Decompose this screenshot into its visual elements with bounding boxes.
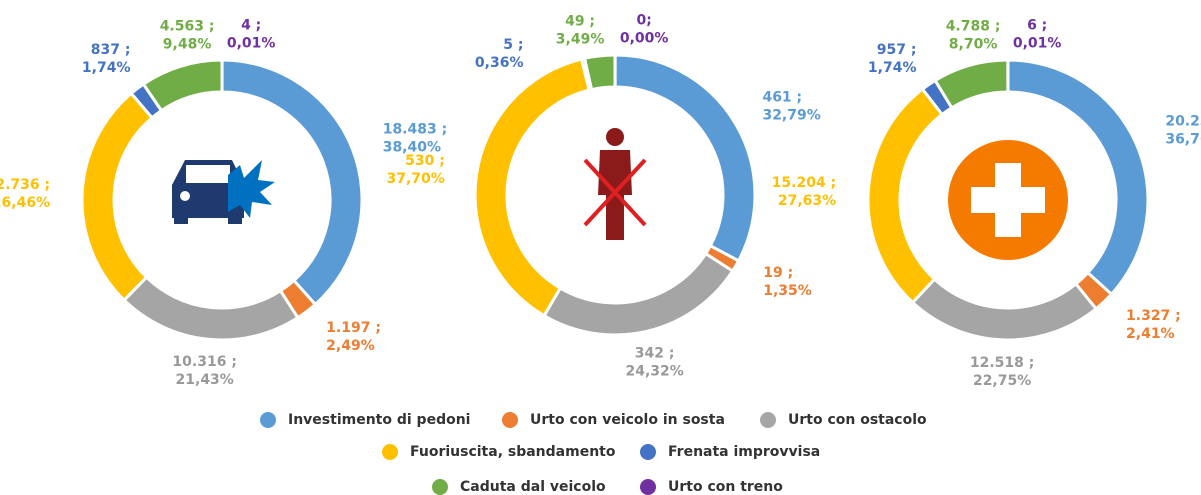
value-label: 4 ;	[241, 18, 261, 34]
donut: 461 ; 32,79% 19 ; 1,35% 342 ; 24,32% 530 ; 37,7…	[386, 13, 820, 380]
percent-label: 36,76%	[1165, 132, 1201, 148]
legend-label: Caduta dal veicolo	[460, 479, 606, 495]
legend-swatch	[760, 412, 776, 428]
legend-label: Urto con ostacolo	[788, 412, 927, 428]
percent-label: 21,43%	[176, 372, 234, 388]
legend-label: Investimento di pedoni	[288, 412, 470, 428]
value-label: 957 ;	[877, 42, 917, 58]
percent-label: 38,40%	[383, 140, 441, 156]
donut-slice	[473, 57, 592, 318]
value-label: 342 ;	[635, 345, 675, 361]
donut-slice	[80, 91, 155, 303]
value-label: 1.327 ;	[1126, 308, 1181, 324]
donut: 20.231 ; 36,76% 1.327 ; 2,41% 12.518 ; 22,75%…	[772, 18, 1201, 389]
value-label: 5 ;	[503, 37, 523, 53]
legend-swatch	[432, 479, 448, 495]
value-label: 6 ;	[1027, 18, 1047, 34]
donut: 18.483 ; 38,40% 1.197 ; 2,49% 10.316 ; 21,43%…	[0, 18, 447, 389]
value-label: 18.483 ;	[383, 122, 448, 138]
car-icon	[172, 160, 275, 224]
donut-slice	[141, 58, 224, 113]
legend: Investimento di pedoni Urto con veicolo i…	[260, 412, 927, 495]
value-label: 12.736 ;	[0, 177, 50, 193]
value-label: 4.788 ;	[946, 19, 1001, 35]
legend-swatch	[502, 412, 518, 428]
value-label: 15.204 ;	[772, 175, 837, 191]
value-label: 12.518 ;	[970, 355, 1035, 371]
percent-label: 32,79%	[762, 107, 820, 123]
value-label: 1.197 ;	[326, 320, 381, 336]
percent-label: 3,49%	[556, 32, 605, 48]
legend-label: Urto con veicolo in sosta	[530, 412, 725, 428]
percent-label: 0,01%	[227, 36, 276, 52]
value-label: 461 ;	[762, 89, 802, 105]
percent-label: 22,75%	[973, 373, 1031, 389]
percent-label: 1,35%	[763, 283, 812, 299]
percent-label: 1,74%	[82, 60, 131, 76]
donut-slice	[866, 87, 945, 305]
value-label: 19 ;	[763, 265, 793, 281]
value-label: 530 ;	[405, 153, 445, 169]
legend-swatch	[640, 479, 656, 495]
percent-label: 2,41%	[1126, 326, 1175, 342]
legend-swatch	[382, 444, 398, 460]
percent-label: 1,74%	[868, 60, 917, 76]
value-label: 0;	[637, 13, 652, 29]
percent-label: 9,48%	[163, 37, 212, 53]
percent-label: 0,01%	[1013, 36, 1062, 52]
value-label: 4.563 ;	[160, 19, 215, 35]
first-aid-icon	[948, 140, 1068, 260]
percent-label: 24,32%	[625, 363, 683, 379]
percent-label: 2,49%	[326, 338, 375, 354]
donut-slice	[122, 275, 300, 342]
legend-swatch	[640, 444, 656, 460]
pedestrian-icon	[583, 128, 647, 240]
legend-swatch	[260, 412, 276, 428]
percent-label: 37,70%	[386, 171, 444, 187]
legend-label: Urto con treno	[668, 479, 783, 495]
value-label: 20.231 ;	[1165, 114, 1201, 130]
donut-slice	[910, 276, 1099, 342]
donut-slice	[541, 251, 735, 337]
legend-label: Fuoriuscita, sbandamento	[410, 444, 616, 460]
percent-label: 26,46%	[0, 195, 50, 211]
value-label: 49 ;	[565, 14, 595, 30]
percent-label: 8,70%	[949, 37, 998, 53]
percent-label: 27,63%	[778, 193, 836, 209]
percent-label: 0,36%	[475, 55, 524, 71]
donut-slice	[933, 58, 1010, 110]
percent-label: 0,00%	[620, 31, 669, 47]
donut-slice	[613, 53, 757, 263]
value-label: 10.316 ;	[172, 354, 237, 370]
value-label: 837 ;	[91, 42, 131, 58]
donut-slice	[582, 53, 617, 92]
legend-label: Frenata improvvisa	[668, 444, 820, 460]
